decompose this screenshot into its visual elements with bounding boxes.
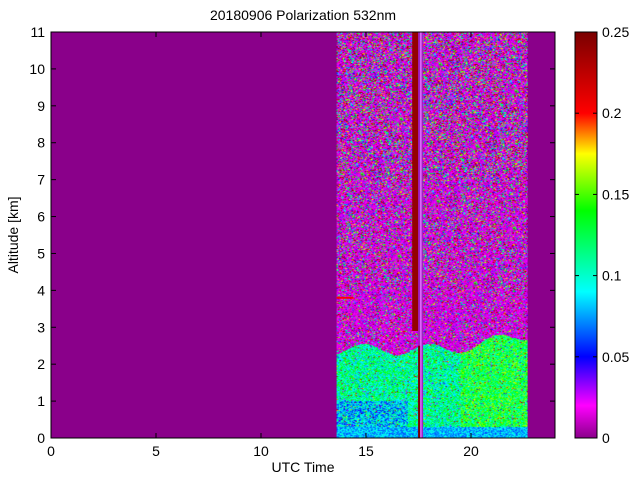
chart-title: 20180906 Polarization 532nm (210, 7, 396, 23)
x-axis: 0 5 10 15 20 (47, 32, 479, 459)
x-tick-label: 10 (253, 443, 269, 459)
y-tick-label: 3 (37, 319, 45, 335)
x-tick-label: 15 (358, 443, 374, 459)
data-gap-edge (418, 345, 421, 438)
colorbar: 0 0.05 0.1 0.15 0.2 0.25 (574, 24, 629, 446)
plot-area (50, 31, 556, 439)
x-tick-label: 5 (152, 443, 160, 459)
y-tick-label: 11 (30, 24, 45, 40)
x-tick-label: 20 (463, 443, 479, 459)
colorbar-tick-label: 0 (602, 430, 610, 446)
y-tick-label: 9 (37, 98, 45, 114)
y-axis-title: Altitude [km] (5, 196, 21, 273)
colorbar-tick-label: 0.15 (602, 186, 629, 202)
x-tick-label: 0 (47, 443, 55, 459)
plot-frame (50, 31, 556, 439)
colorbar-gradient (574, 31, 598, 439)
y-tick-label: 2 (37, 356, 45, 372)
colorbar-tick-label: 0.2 (602, 105, 622, 121)
y-tick-label: 4 (37, 282, 45, 298)
data-gap-highlight (420, 32, 422, 438)
cloud-column (412, 32, 419, 331)
y-tick-label: 1 (37, 393, 45, 409)
heatmap-raster (336, 32, 528, 438)
y-axis: 0 1 2 3 4 5 6 7 8 9 10 11 (29, 24, 555, 446)
colorbar-tick-label: 0.25 (602, 24, 629, 40)
y-tick-label: 6 (37, 209, 45, 225)
y-tick-label: 7 (37, 172, 45, 188)
y-tick-label: 5 (37, 245, 45, 261)
x-axis-title: UTC Time (272, 459, 335, 475)
colorbar-tick-label: 0.05 (602, 349, 629, 365)
colorbar-tick-label: 0.1 (602, 268, 622, 284)
y-tick-label: 0 (37, 430, 45, 446)
y-tick-label: 8 (37, 135, 45, 151)
y-tick-label: 10 (29, 61, 45, 77)
